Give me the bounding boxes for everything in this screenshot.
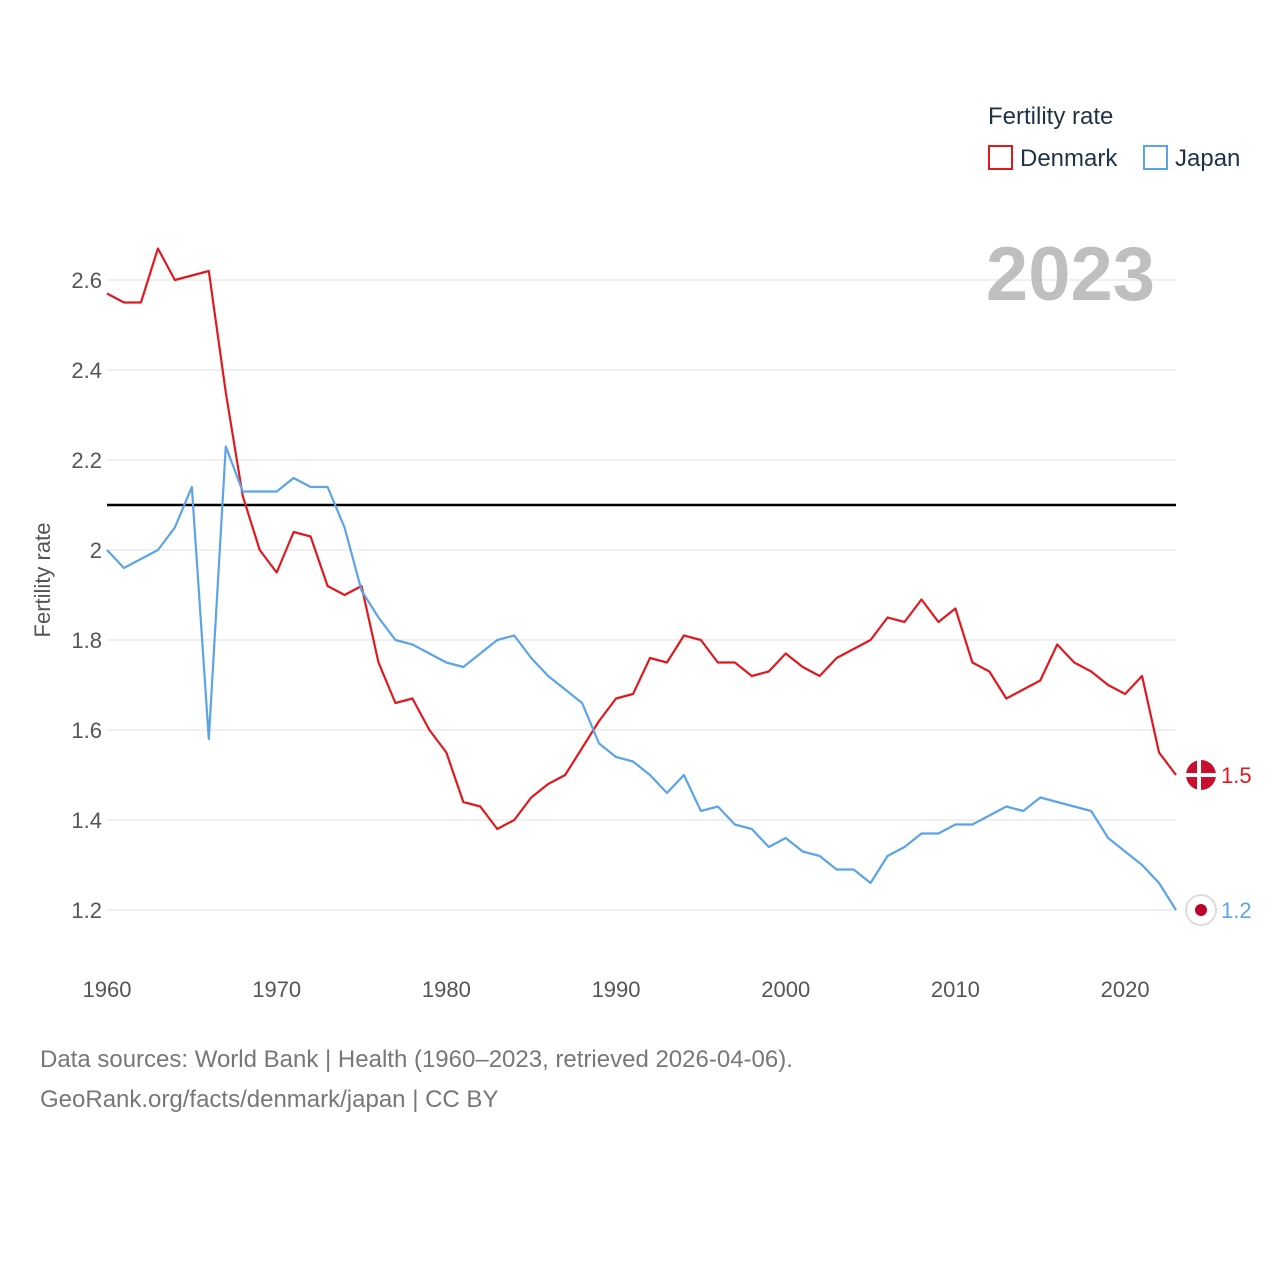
x-axis-ticks: 1960 1970 1980 1990 2000 2010 2020 bbox=[83, 977, 1150, 1002]
y-tick-label: 2.2 bbox=[71, 448, 102, 473]
x-tick-label: 1970 bbox=[252, 977, 301, 1002]
credit-link[interactable]: GeoRank.org/facts/denmark/japan | CC BY bbox=[40, 1086, 499, 1113]
series-line-japan[interactable] bbox=[106, 445, 1177, 911]
y-tick-label: 2.6 bbox=[71, 268, 102, 293]
line-chart: 1.2 1.4 1.6 1.8 2 2.2 2.4 2.6 1960 1970 1980 1990 2… bbox=[30, 103, 1252, 1002]
x-tick-label: 2010 bbox=[931, 977, 980, 1002]
legend-label-japan[interactable]: Japan bbox=[1175, 145, 1240, 172]
end-value-label-denmark: 1.5 bbox=[1221, 763, 1252, 788]
end-value-label-japan: 1.2 bbox=[1221, 898, 1252, 923]
y-axis-title: Fertility rate bbox=[30, 523, 55, 638]
x-tick-label: 2000 bbox=[761, 977, 810, 1002]
legend: Fertility rate Denmark Japan bbox=[988, 103, 1240, 172]
legend-swatch-japan bbox=[1143, 145, 1168, 170]
legend-swatch-denmark bbox=[988, 145, 1013, 170]
series-layer bbox=[106, 247, 1177, 911]
x-tick-label: 1980 bbox=[422, 977, 471, 1002]
y-tick-label: 1.8 bbox=[71, 628, 102, 653]
y-tick-label: 2 bbox=[90, 538, 102, 563]
series-line-denmark[interactable] bbox=[106, 247, 1177, 831]
y-tick-label: 1.4 bbox=[71, 808, 102, 833]
legend-label-denmark[interactable]: Denmark bbox=[1020, 145, 1118, 172]
data-sources-note: Data sources: World Bank | Health (1960–… bbox=[40, 1046, 793, 1073]
denmark-flag-icon bbox=[1186, 760, 1216, 790]
legend-title: Fertility rate bbox=[988, 103, 1113, 130]
x-tick-label: 2020 bbox=[1101, 977, 1150, 1002]
y-tick-label: 2.4 bbox=[71, 358, 102, 383]
year-label: 2023 bbox=[986, 232, 1155, 317]
x-tick-label: 1960 bbox=[83, 977, 132, 1002]
y-axis-ticks: 1.2 1.4 1.6 1.8 2 2.2 2.4 2.6 bbox=[71, 268, 102, 923]
japan-flag-icon bbox=[1185, 894, 1217, 926]
y-tick-label: 1.2 bbox=[71, 898, 102, 923]
grid-lines bbox=[107, 279, 1176, 911]
y-tick-label: 1.6 bbox=[71, 718, 102, 743]
x-tick-label: 1990 bbox=[592, 977, 641, 1002]
end-markers: 1.5 1.2 bbox=[1185, 760, 1252, 926]
